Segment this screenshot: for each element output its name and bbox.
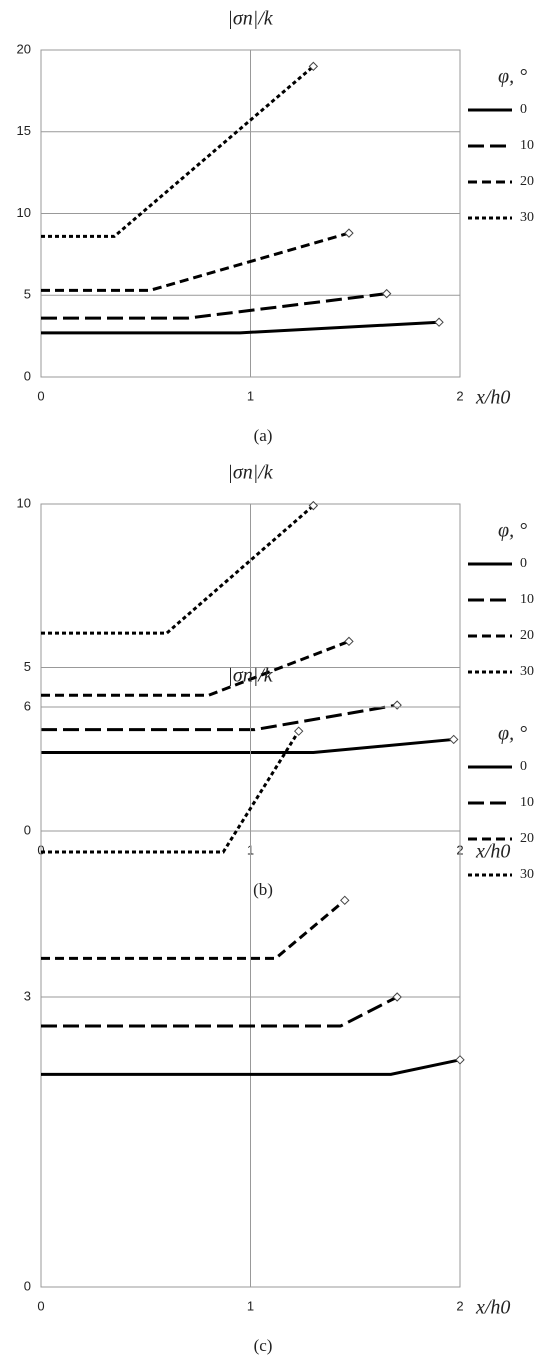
x-tick-label: 2	[456, 388, 463, 403]
caption: (c)	[254, 1336, 273, 1355]
legend-label: 0	[520, 556, 527, 571]
y-tick-label: 10	[17, 495, 31, 510]
y-tick-label: 0	[24, 368, 31, 383]
end-marker	[340, 895, 350, 906]
end-marker	[434, 317, 444, 327]
x-tick-label: 0	[37, 388, 44, 403]
series-line	[41, 292, 387, 320]
x-tick-label: 1	[247, 1298, 254, 1313]
x-tick-label: 2	[456, 1298, 463, 1313]
legend-label: 10	[520, 592, 534, 607]
legend-label: 20	[520, 831, 534, 846]
end-marker	[381, 288, 392, 299]
legend-label: 10	[520, 138, 534, 153]
end-marker	[392, 700, 402, 710]
legend-title: φ, °	[498, 520, 527, 542]
legend-label: 20	[520, 628, 534, 643]
y-tick-label: 5	[24, 659, 31, 674]
x-tick-label: 1	[247, 388, 254, 403]
series-line	[41, 899, 346, 960]
y-tick-label: 6	[24, 698, 31, 713]
axis-title: |σn|/k	[227, 462, 273, 484]
x-axis-label: x/h0	[475, 841, 510, 863]
legend-label: 30	[520, 867, 534, 882]
legend-title: φ, °	[498, 66, 527, 88]
legend-label: 30	[520, 664, 534, 679]
x-axis-label: x/h0	[475, 387, 510, 409]
legend-label: 10	[520, 795, 534, 810]
legend-title: φ, °	[498, 723, 527, 745]
y-tick-label: 0	[24, 822, 31, 837]
end-marker	[344, 228, 354, 238]
y-tick-label: 5	[24, 287, 31, 302]
y-tick-label: 10	[17, 205, 31, 220]
y-tick-label: 0	[24, 1278, 31, 1293]
caption: (a)	[254, 426, 273, 445]
legend-label: 30	[520, 210, 534, 225]
series-line	[41, 703, 398, 732]
series-line	[41, 639, 350, 697]
series-line	[41, 1058, 461, 1076]
y-tick-label: 15	[17, 123, 31, 138]
axis-title: |σn|/k	[227, 665, 273, 687]
x-axis-label: x/h0	[475, 1297, 510, 1319]
axis-title: |σn|/k	[227, 8, 273, 30]
end-marker	[344, 636, 354, 647]
y-tick-label: 20	[17, 41, 31, 56]
series-line	[41, 231, 350, 292]
x-tick-label: 0	[37, 1298, 44, 1313]
legend-label: 0	[520, 759, 527, 774]
series-line	[41, 320, 440, 335]
legend-label: 0	[520, 102, 527, 117]
end-marker	[293, 726, 304, 736]
series-line	[41, 730, 300, 854]
end-marker	[455, 1055, 465, 1065]
end-marker	[308, 500, 319, 511]
series-line	[41, 65, 315, 238]
series-line	[41, 995, 398, 1028]
end-marker	[392, 992, 402, 1002]
series-line	[41, 737, 454, 755]
end-marker	[449, 734, 459, 745]
y-tick-label: 3	[24, 988, 31, 1003]
series-line	[41, 504, 315, 635]
end-marker	[308, 61, 319, 72]
caption: (b)	[253, 880, 273, 899]
legend-label: 20	[520, 174, 534, 189]
